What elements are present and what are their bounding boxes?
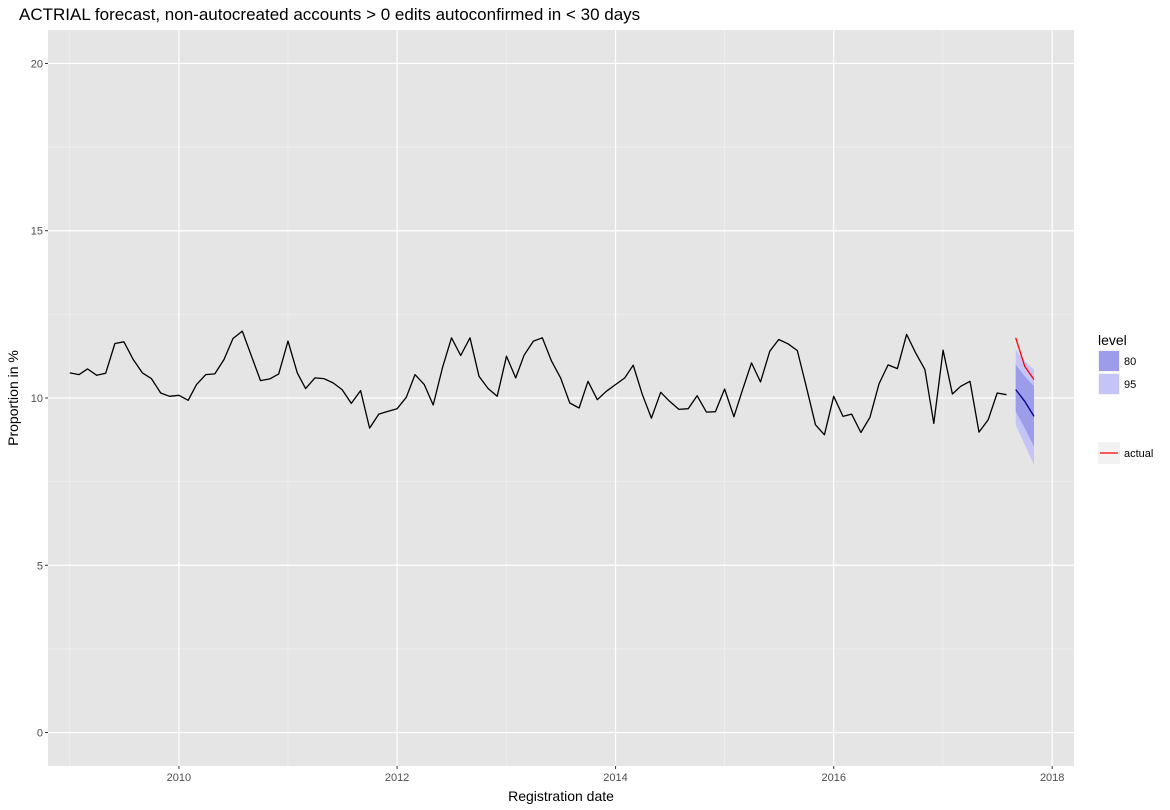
y-tick-label: 5 (37, 560, 43, 572)
legend-swatch-80 (1099, 351, 1119, 371)
legend-label-80: 80 (1124, 356, 1136, 368)
y-tick-label: 15 (31, 226, 43, 238)
history-line (69, 330, 1007, 436)
x-tick-label: 2014 (603, 772, 627, 784)
x-tick-label: 2010 (167, 772, 191, 784)
x-axis-title: Registration date (508, 788, 614, 804)
series-lines (69, 330, 1035, 436)
grid-lines (48, 30, 1074, 766)
x-tick-label: 2018 (1040, 772, 1064, 784)
y-tick-label: 10 (31, 393, 43, 405)
y-axis: 0 5 10 15 20 (31, 58, 48, 740)
forecast-mean-line (1015, 389, 1035, 417)
x-tick-label: 2012 (385, 772, 409, 784)
band-80 (1015, 364, 1034, 447)
y-tick-label: 0 (37, 728, 43, 740)
legend-title: level (1098, 332, 1127, 348)
y-axis-title: Proportion in % (5, 350, 21, 446)
forecast-bands (1015, 349, 1034, 465)
legend: level 80 95 actual (1098, 332, 1153, 464)
x-tick-label: 2016 (821, 772, 845, 784)
y-tick-label: 20 (31, 58, 43, 70)
legend-swatch-95 (1099, 374, 1119, 394)
legend-label-actual: actual (1124, 448, 1153, 460)
actual-line (1015, 337, 1035, 380)
chart-title: ACTRIAL forecast, non-autocreated accoun… (19, 5, 640, 24)
x-axis: 2010 2012 2014 2016 2018 (167, 766, 1064, 784)
legend-label-95: 95 (1124, 379, 1136, 391)
